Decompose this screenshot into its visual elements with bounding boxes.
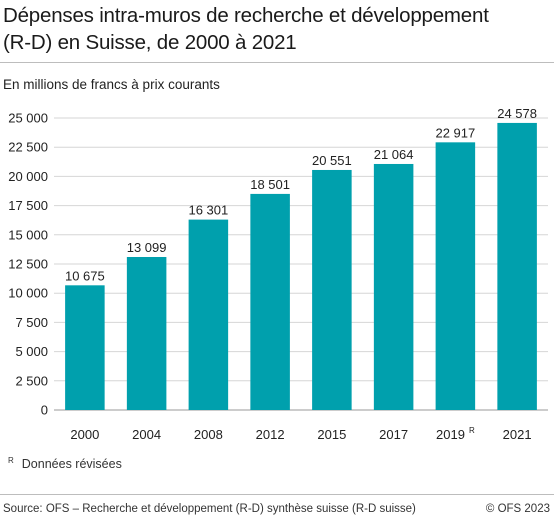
bar-value-label: 10 675 bbox=[65, 268, 105, 283]
unit-label: En millions de francs à prix courants bbox=[3, 77, 220, 92]
x-tick-label: 2012 bbox=[256, 427, 285, 442]
bars bbox=[65, 122, 537, 411]
x-tick-label: 2008 bbox=[194, 427, 223, 442]
y-tick-label: 7 500 bbox=[15, 315, 48, 330]
chart-title: Dépenses intra-muros de recherche et dév… bbox=[3, 2, 553, 56]
y-tick-label: 17 500 bbox=[8, 198, 48, 213]
x-tick-label: 2015 bbox=[317, 427, 346, 442]
bar-value-label: 20 551 bbox=[312, 153, 352, 168]
bar-value-label: 24 578 bbox=[497, 106, 537, 121]
x-tick-label: 2000 bbox=[70, 427, 99, 442]
bar-value-label: 21 064 bbox=[374, 147, 414, 162]
x-tick-label: 2019 R bbox=[436, 426, 475, 442]
x-tick-label: 2021 bbox=[503, 427, 532, 442]
x-axis-ticks: 2000 2004 2008 2012 2015 2017 2019 R 2021 bbox=[70, 426, 531, 442]
bar bbox=[188, 219, 229, 410]
y-tick-label: 22 500 bbox=[8, 140, 48, 155]
chart-title-line-1: Dépenses intra-muros de recherche et dév… bbox=[3, 4, 489, 27]
y-tick-label: 15 000 bbox=[8, 227, 48, 242]
y-tick-label: 12 500 bbox=[8, 257, 48, 272]
y-tick-label: 20 000 bbox=[8, 169, 48, 184]
bar bbox=[497, 122, 537, 411]
y-tick-label: 10 000 bbox=[8, 286, 48, 301]
bar bbox=[126, 257, 167, 410]
x-tick-superscript: R bbox=[469, 426, 475, 435]
y-tick-label: 0 bbox=[41, 403, 48, 418]
bar bbox=[250, 193, 290, 410]
y-axis-ticks: 0 2 500 5 000 7 500 10 000 12 500 15 000 17 500… bbox=[8, 111, 48, 418]
bar-value-label: 22 917 bbox=[435, 125, 475, 140]
bar bbox=[435, 142, 476, 410]
bar-value-label: 16 301 bbox=[188, 203, 228, 218]
bar-value-label: 18 501 bbox=[250, 177, 290, 192]
footnote: R Données révisées bbox=[8, 456, 122, 471]
bar bbox=[65, 285, 105, 410]
bar bbox=[373, 163, 414, 410]
bar-value-label: 13 099 bbox=[127, 240, 167, 255]
header-divider bbox=[0, 62, 554, 63]
footer-divider bbox=[0, 494, 554, 495]
footnote-marker: R bbox=[8, 456, 14, 465]
chart-title-line-2: (R-D) en Suisse, de 2000 à 2021 bbox=[3, 31, 297, 54]
footnote-text: Données révisées bbox=[21, 457, 122, 471]
y-tick-label: 2 500 bbox=[15, 373, 48, 388]
bar bbox=[312, 169, 352, 410]
source-text: Source: OFS – Recherche et développement… bbox=[3, 503, 416, 515]
copyright-text: © OFS 2023 bbox=[485, 503, 550, 515]
x-tick-label: 2004 bbox=[132, 427, 161, 442]
bar-value-labels: 10 675 13 099 16 301 18 501 20 551 21 064 22 9… bbox=[65, 106, 537, 283]
x-tick-label: 2017 bbox=[379, 427, 408, 442]
y-tick-label: 25 000 bbox=[8, 111, 48, 126]
y-tick-label: 5 000 bbox=[15, 344, 48, 359]
